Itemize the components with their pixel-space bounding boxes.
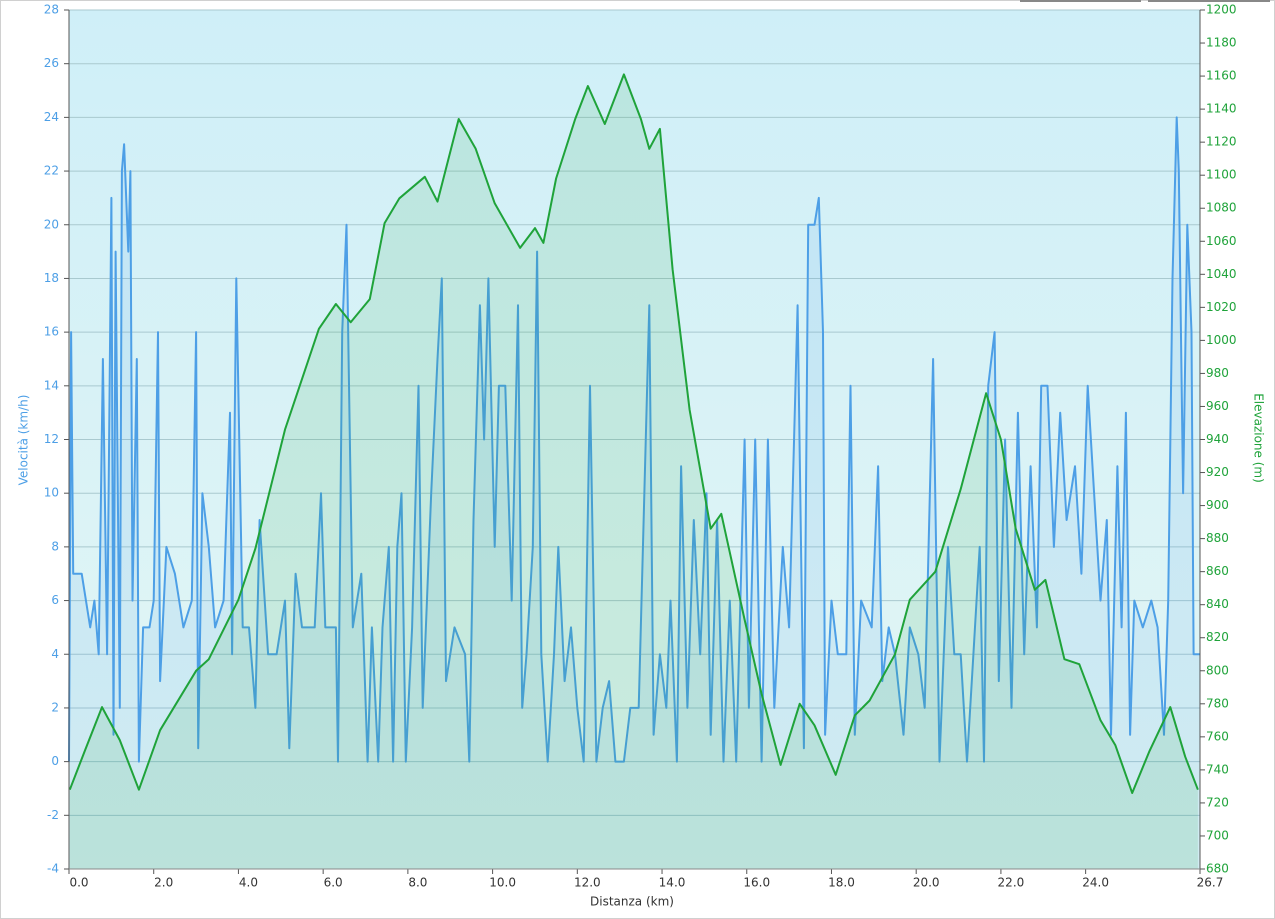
y2-tick-label: 1140 [1206,102,1237,116]
y-tick-label: 26 [44,56,59,70]
y2-tick-label: 1120 [1206,135,1237,149]
y2-tick-label: 880 [1206,531,1229,545]
y-tick-label: -2 [47,808,59,822]
x-tick-label: 2.0 [154,876,173,890]
y2-tick-label: 940 [1206,432,1229,446]
x-axis-label: Distanza (km) [590,895,674,909]
y2-tick-label: 1160 [1206,69,1237,83]
y-tick-label: 14 [44,378,59,392]
area-fill [69,117,1200,869]
y-tick-label: 0 [51,754,59,768]
y-tick-label: 24 [44,110,59,124]
y-tick-label: 10 [44,486,59,500]
x-tick-label: 12.0 [574,876,601,890]
y2-tick-label: 780 [1206,696,1229,710]
y2-tick-label: 1100 [1206,168,1237,182]
y-tick-label: 22 [44,164,59,178]
line [68,73,1199,794]
y2-tick-label: 1040 [1206,267,1237,281]
y2-tick-label: 820 [1206,630,1229,644]
y2-tick-label: 1080 [1206,201,1237,215]
y-tick-label: 28 [44,3,59,17]
area-fill [69,74,1198,869]
y2-tick-label: 1000 [1206,333,1237,347]
x-tick-label: 6.0 [324,876,343,890]
y-axis-label: Velocità (km/h) [17,395,31,486]
y2-tick-label: 720 [1206,795,1229,809]
x-tick-label: 26.7 [1197,876,1224,890]
y2-tick-label: 860 [1206,564,1229,578]
x-tick-label: 20.0 [913,876,940,890]
x-tick-label: 4.0 [239,876,258,890]
x-tick-label: 22.0 [998,876,1025,890]
y2-tick-label: 920 [1206,465,1229,479]
y2-tick-label: 800 [1206,663,1229,677]
y-tick-label: -4 [47,862,59,876]
y2-tick-label: 1180 [1206,36,1237,50]
y-tick-label: 8 [51,539,59,553]
y2-tick-label: 1060 [1206,234,1237,248]
plots [68,73,1200,869]
y2-tick-label: 1020 [1206,300,1237,314]
y-tick-label: 2 [51,700,59,714]
y-tick-label: 20 [44,217,59,231]
y-tick-label: 4 [51,647,59,661]
line [68,116,1200,763]
y2-axis-label: Elevazione (m) [1252,393,1266,483]
y2-tick-label: 900 [1206,498,1229,512]
y2-tick-label: 760 [1206,729,1229,743]
x-tick-label: 14.0 [659,876,686,890]
y-tick-label: 16 [44,325,59,339]
y2-tick-label: 840 [1206,597,1229,611]
y2-tick-label: 700 [1206,828,1229,842]
y2-tick-label: 680 [1206,862,1229,876]
axes: -4-2024681012141618202224262868070072074… [44,3,1237,890]
y2-tick-label: 980 [1206,366,1229,380]
x-tick-label: 24.0 [1082,876,1109,890]
x-tick-label: 10.0 [489,876,516,890]
x-tick-label: 18.0 [828,876,855,890]
y2-tick-label: 960 [1206,399,1229,413]
y-tick-label: 6 [51,593,59,607]
y2-tick-label: 740 [1206,762,1229,776]
y-tick-label: 12 [44,432,59,446]
y2-tick-label: 1200 [1206,3,1237,17]
y-tick-label: 18 [44,271,59,285]
x-tick-label: 8.0 [408,876,427,890]
x-tick-label: 0.0 [69,876,88,890]
x-tick-label: 16.0 [743,876,770,890]
